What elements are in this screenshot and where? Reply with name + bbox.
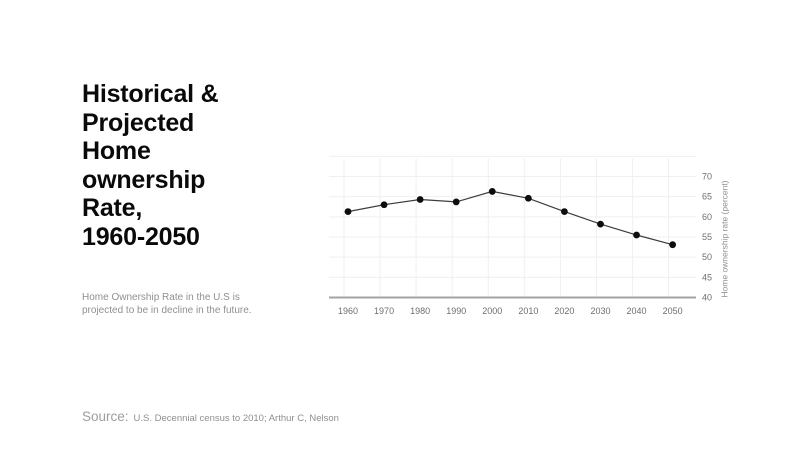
y-tick-label: 40 xyxy=(702,293,712,303)
homeownership-line-chart: 1960 1970 1980 1990 2000 2010 2020 2030 2040 2050… xyxy=(329,155,730,316)
data-point-1970 xyxy=(380,201,388,209)
data-point-2030 xyxy=(597,220,604,228)
y-tick-label: 55 xyxy=(702,232,712,242)
x-tick-label: 1980 xyxy=(410,306,430,316)
y-tick-label: 70 xyxy=(702,172,712,182)
trend-line xyxy=(347,190,673,246)
data-point-1980 xyxy=(416,196,424,203)
chart-area: 1960 1970 1980 1990 2000 2010 2020 2030 2040 2050… xyxy=(320,150,750,335)
data-point-2050 xyxy=(669,241,677,249)
slide-subtitle: Home Ownership Rate in the U.S is projec… xyxy=(82,292,252,316)
data-point-2010 xyxy=(524,194,532,202)
x-tick-label: 1990 xyxy=(446,306,466,316)
y-tick-label: 50 xyxy=(702,252,712,262)
data-point-1960 xyxy=(344,208,352,215)
y-tick-label: 60 xyxy=(702,212,712,222)
page-title: Historical & Projected Home ownership Ra… xyxy=(82,80,219,251)
source-label: Source: xyxy=(82,409,129,424)
x-tick-label: 2010 xyxy=(518,306,538,316)
source-line: Source: U.S. Decennial census to 2010; Ar… xyxy=(82,408,339,426)
x-tick-label: 2000 xyxy=(482,306,502,316)
y-tick-label: 45 xyxy=(702,272,712,282)
data-point-2020 xyxy=(561,208,568,215)
x-tick-label: 2030 xyxy=(590,306,610,316)
data-point-2040 xyxy=(633,231,640,239)
x-tick-label: 2040 xyxy=(627,306,647,316)
source-text: U.S. Decennial census to 2010; Arthur C,… xyxy=(133,413,339,424)
x-tick-label: 1970 xyxy=(374,306,394,316)
y-axis-title: Home ownership rate (percent) xyxy=(720,180,730,297)
y-tick-label: 65 xyxy=(702,192,712,202)
x-tick-label: 2050 xyxy=(663,306,683,316)
x-tick-label: 2020 xyxy=(554,306,574,316)
data-point-2000 xyxy=(488,188,496,195)
data-point-1990 xyxy=(452,198,460,206)
x-tick-label: 1960 xyxy=(338,306,358,316)
